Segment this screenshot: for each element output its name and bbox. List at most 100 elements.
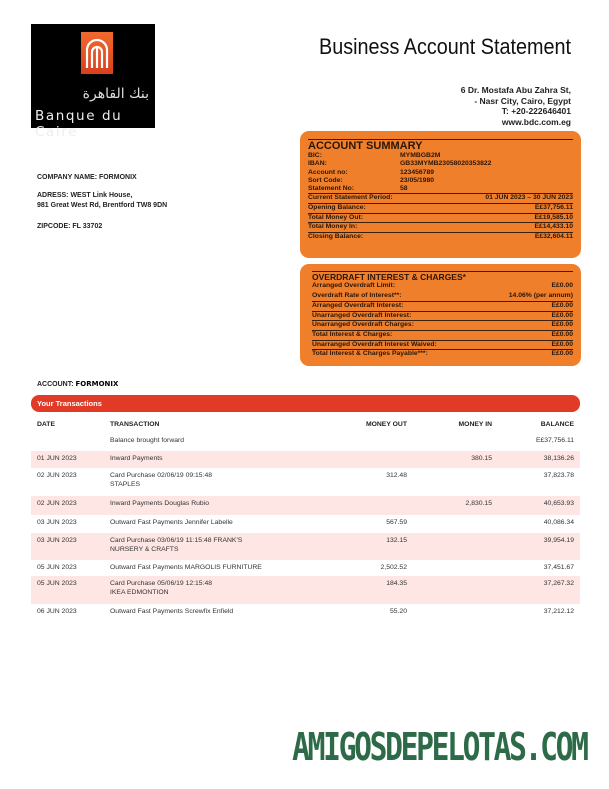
watermark: AMIGOSDEPELOTAS.COM: [292, 725, 589, 769]
row-value: E£37,756.11: [534, 204, 573, 212]
date-cell: [31, 433, 104, 451]
money-out-cell: 567.59: [386, 519, 407, 526]
transaction-cell: Inward Payments: [104, 451, 323, 468]
detail-row: IBAN: GB33MYMB23058020353822: [308, 160, 573, 168]
transactions-table: DATE TRANSACTION MONEY OUT MONEY IN BALA…: [31, 417, 580, 622]
money-out-cell: [323, 433, 413, 451]
date-cell: 02 JUN 2023: [37, 472, 77, 479]
zipcode: ZIPCODE: FL 33702: [37, 223, 103, 230]
detail-row: Overdraft Rate of Interest**: 14.06% (per…: [312, 292, 573, 302]
transaction-cell: Card Purchase 02/06/19 09:15:48 STAPLES: [104, 468, 323, 496]
table-row: 05 JUN 2023 Outward Fast Payments MARGOLI…: [31, 560, 580, 576]
row-label: BIC:: [308, 152, 322, 159]
transaction-line: Inward Payments Douglas Rubio: [110, 500, 209, 507]
row-label: Arranged Overdraft Interest:: [312, 302, 404, 310]
row-value: E£0.00: [551, 330, 573, 338]
company-address: ADRESS: WEST Link House, 981 Great West R…: [37, 192, 168, 209]
money-in-cell: [413, 533, 498, 560]
balance-cell: 39,954.19: [498, 533, 580, 560]
row-label: Sort Code:: [308, 176, 343, 184]
transaction-line: Outward Fast Payments MARGOLIS FURNITURE: [110, 564, 262, 571]
money-out-cell: 132.15: [323, 533, 413, 560]
row-value: 01 JUN 2023 – 30 JUN 2023: [485, 194, 573, 202]
transactions-header-bar: Your Transactions: [31, 395, 580, 412]
row-label: IBAN:: [308, 160, 327, 168]
row-value: GB33MYMB23058020353822: [400, 160, 492, 168]
row-label: Arranged Overdraft Limit:: [312, 282, 396, 289]
row-label: Total Interest & Charges:: [312, 330, 393, 338]
row-value: E£0.00: [551, 311, 573, 319]
date-cell: 05 JUN 2023: [37, 564, 77, 571]
balance-cell: E£37,756.11: [535, 437, 574, 444]
summary-row: Current Statement Period: 01 JUN 2023 – 3…: [308, 193, 573, 203]
row-label: Opening Balance:: [308, 204, 366, 212]
table-row: 03 JUN 2023 Card Purchase 03/06/19 11:15:…: [31, 533, 580, 560]
date-cell: 03 JUN 2023: [37, 519, 77, 526]
row-value: 23/05/1980: [400, 176, 435, 184]
col-balance: BALANCE: [540, 421, 574, 428]
row-value: E£0.00: [551, 340, 573, 348]
arch-icon: [81, 32, 113, 74]
account-summary: ACCOUNT SUMMARY BIC: MYMBGB2M IBAN: GB33MYM…: [300, 131, 581, 258]
transaction-line: Card Purchase 05/06/19 12:15:48: [110, 580, 213, 587]
money-out-cell: 55.20: [389, 608, 407, 615]
money-in-cell: [413, 515, 498, 533]
table-row: 03 JUN 2023 Outward Fast Payments Jennife…: [31, 515, 580, 533]
table-row: 06 JUN 2023 Outward Fast Payments Screwfi…: [31, 604, 580, 622]
balance-cell: 37,823.78: [543, 472, 574, 479]
overdraft-title: OVERDRAFT INTEREST & CHARGES*: [312, 271, 573, 282]
row-label: Account no:: [308, 168, 348, 176]
bank-logo: بنك القاهرة Banque du Caire: [31, 24, 155, 140]
money-out-cell: 312.48: [386, 472, 407, 479]
row-value: 58: [400, 185, 408, 193]
summary-row: Unarranged Overdraft Interest: E£0.00: [312, 310, 573, 321]
money-out-cell: 184.35: [323, 576, 413, 604]
table-row: 05 JUN 2023 Card Purchase 05/06/19 12:15:…: [31, 576, 580, 604]
table-row: Balance brought forward E£37,756.11: [31, 433, 580, 451]
money-in-cell: [413, 576, 498, 604]
row-label: Current Statement Period:: [308, 194, 393, 202]
col-date: DATE: [37, 421, 55, 428]
row-value: E£0.00: [551, 350, 573, 358]
summary-row: Total Interest & Charges Payable***: E£0.…: [312, 349, 573, 359]
transaction-line: Outward Fast Payments Screwfix Enfield: [110, 608, 234, 615]
row-label: Unarranged Overdraft Charges:: [312, 321, 414, 329]
balance-cell: 38,136.26: [498, 451, 580, 468]
bank-address: 6 Dr. Mostafa Abu Zahra St, - Nasr City, …: [460, 85, 571, 127]
money-in-cell: [413, 604, 498, 622]
summary-title: ACCOUNT SUMMARY: [308, 139, 573, 152]
money-out-cell: [323, 451, 413, 468]
summary-row: Opening Balance: E£37,756.11: [308, 203, 573, 213]
summary-row: Closing Balance: E£32,604.11: [308, 231, 573, 242]
transaction-cell: Card Purchase 03/06/19 11:15:48 FRANK'S N…: [104, 533, 323, 560]
row-value: E£19,585.10: [534, 213, 573, 221]
row-label: Closing Balance:: [308, 232, 364, 240]
balance-cell: 40,653.93: [498, 496, 580, 515]
summary-row: Total Money In: E£14,433.10: [308, 222, 573, 232]
row-value: 14.06% (per annum): [508, 291, 573, 299]
date-cell: 06 JUN 2023: [37, 608, 77, 615]
row-value: E£0.00: [551, 302, 573, 310]
row-value: MYMBGB2M: [400, 152, 441, 159]
summary-row: Total Money Out: E£19,585.10: [308, 212, 573, 223]
balance-cell: 40,086.34: [543, 519, 574, 526]
money-in-cell: [413, 468, 498, 496]
transaction-line: Card Purchase 03/06/19 11:15:48 FRANK'S: [110, 537, 243, 544]
balance-cell: 37,212.12: [543, 608, 574, 615]
transaction-line: Outward Fast Payments Jennifer Labelle: [110, 519, 233, 526]
transaction-cell: Outward Fast Payments MARGOLIS FURNITURE: [104, 560, 323, 576]
date-cell: 03 JUN 2023: [31, 533, 104, 560]
account-label: ACCOUNT: FORMONIX: [37, 380, 119, 388]
money-in-cell: [413, 433, 498, 451]
detail-row: BIC: MYMBGB2M: [308, 152, 573, 160]
row-value: E£0.00: [551, 282, 573, 289]
balance-cell: 37,267.32: [498, 576, 580, 604]
company-name: COMPANY NAME: FORMONIX: [37, 174, 137, 181]
money-in-cell: 2,830.15: [413, 496, 498, 515]
row-label: Unarranged Overdraft Interest Waived:: [312, 340, 437, 348]
summary-row: Unarranged Overdraft Interest Waived: E£0…: [312, 339, 573, 350]
money-in-cell: 380.15: [413, 451, 498, 468]
detail-row: Sort Code: 23/05/1980: [308, 177, 573, 185]
overdraft-box: OVERDRAFT INTEREST & CHARGES* Arranged O…: [300, 264, 581, 366]
col-money-in: MONEY IN: [458, 421, 493, 428]
